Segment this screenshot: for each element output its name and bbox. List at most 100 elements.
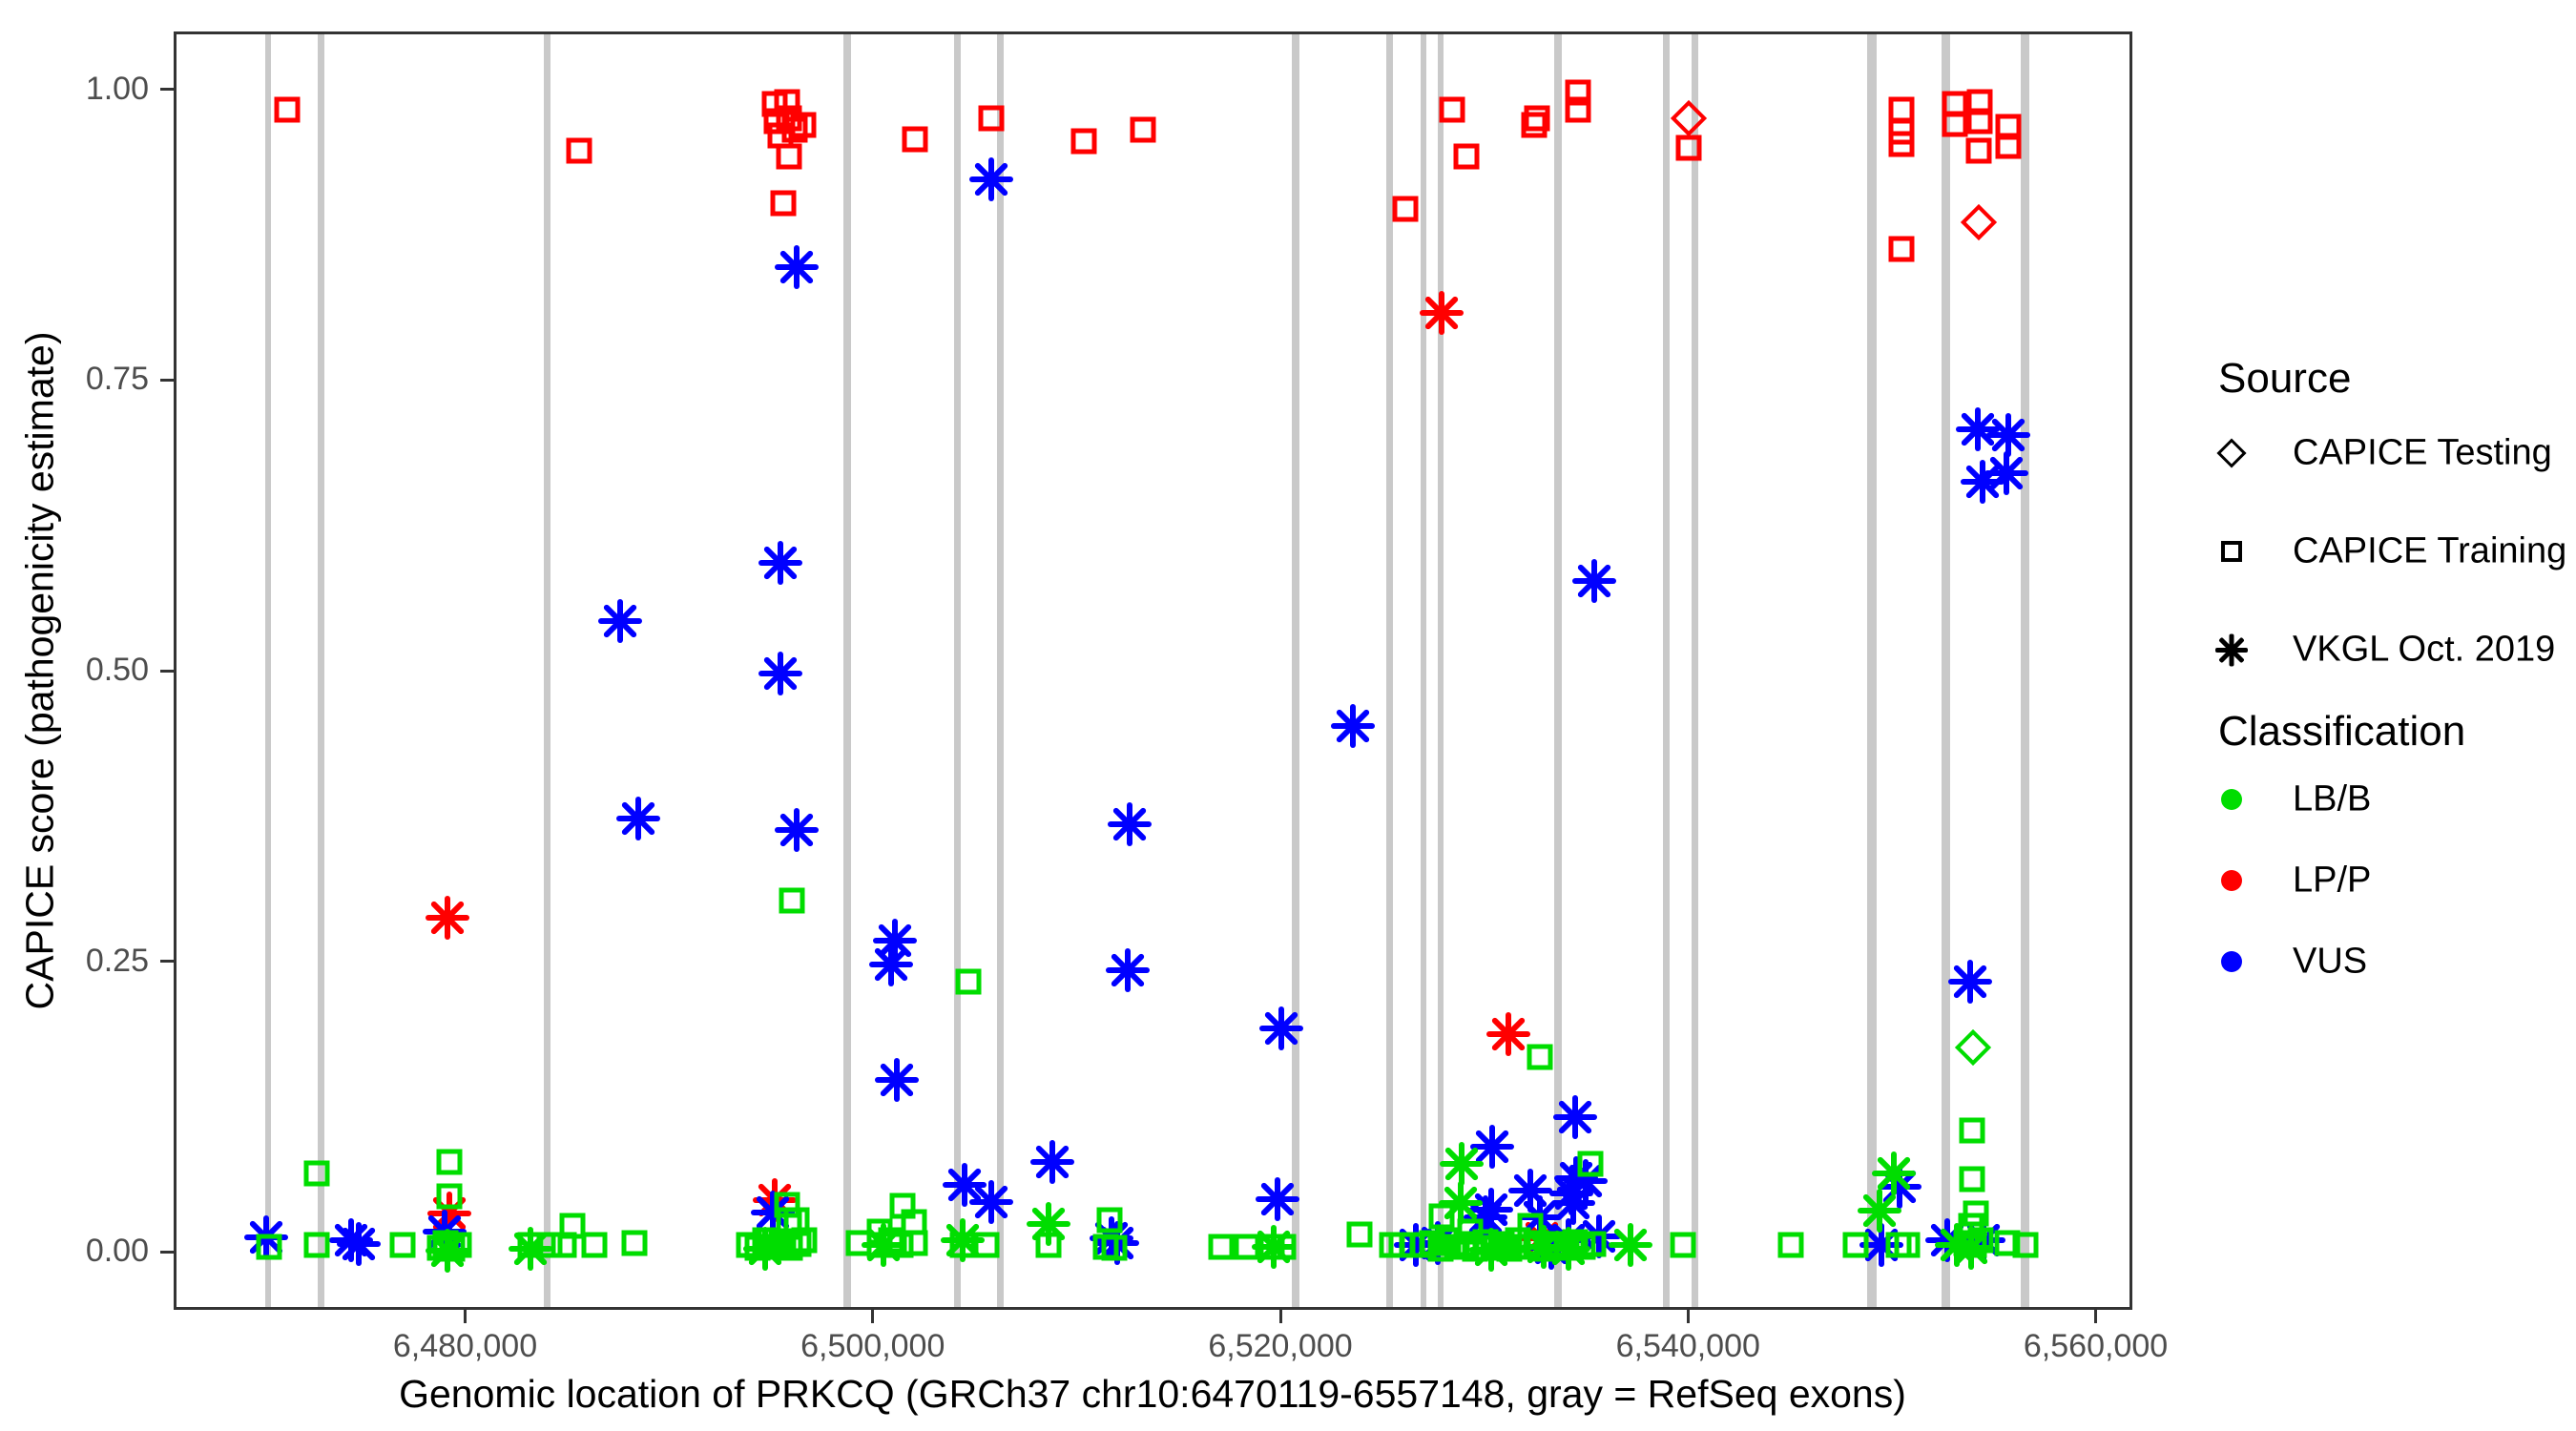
refseq-exon-bar xyxy=(1867,34,1878,1307)
asterisk-marker xyxy=(1507,1169,1552,1213)
data-point xyxy=(1948,959,1993,1004)
square-marker xyxy=(973,1232,1000,1258)
legend-classification-label: LP/P xyxy=(2293,860,2372,901)
x-tick-label: 6,480,000 xyxy=(392,1328,538,1364)
diamond-marker xyxy=(1670,99,1707,136)
data-point xyxy=(1965,137,1991,164)
data-point xyxy=(1331,703,1376,748)
square-marker xyxy=(1208,1234,1235,1260)
data-point xyxy=(2012,1232,2039,1258)
data-point xyxy=(559,1213,586,1239)
y-tick-label: 0.00 xyxy=(85,1233,149,1270)
data-point xyxy=(973,1232,1000,1258)
data-point xyxy=(1984,451,2029,496)
square-marker xyxy=(902,1230,928,1256)
y-tick-mark xyxy=(160,669,174,673)
data-point xyxy=(426,1229,470,1274)
legend-classification-label: VUS xyxy=(2293,941,2368,982)
data-point xyxy=(774,244,819,289)
color-dot-icon xyxy=(2221,951,2242,972)
square-marker xyxy=(1096,1207,1123,1234)
asterisk-marker xyxy=(1470,1124,1515,1169)
asterisk-marker xyxy=(1857,1188,1901,1233)
square-marker xyxy=(536,1232,563,1258)
asterisk-marker xyxy=(1877,1165,1922,1210)
data-point xyxy=(902,126,928,153)
data-point xyxy=(969,157,1014,202)
asterisk-marker xyxy=(1547,1227,1591,1271)
data-point xyxy=(597,599,642,644)
data-point xyxy=(770,190,797,217)
asterisk-marker xyxy=(1522,1224,1567,1269)
data-point xyxy=(303,1160,330,1187)
data-point xyxy=(436,1149,463,1175)
refseq-exon-bar xyxy=(1421,34,1427,1307)
square-marker xyxy=(1675,135,1702,161)
x-tick-mark xyxy=(1278,1310,1282,1323)
data-point xyxy=(1464,1195,1508,1240)
data-point xyxy=(1842,1232,1869,1258)
y-tick-label: 0.25 xyxy=(85,942,149,979)
data-point xyxy=(566,137,592,164)
data-point xyxy=(1130,116,1156,143)
data-point xyxy=(1949,1225,1994,1270)
square-marker xyxy=(256,1234,282,1260)
data-point xyxy=(621,1230,648,1256)
data-point xyxy=(774,808,819,853)
square-marker xyxy=(1670,1232,1696,1258)
y-tick-mark xyxy=(160,88,174,92)
data-point xyxy=(873,919,918,964)
data-point xyxy=(1485,1011,1530,1056)
refseq-exon-bar xyxy=(1692,34,1699,1307)
data-point xyxy=(1255,1176,1299,1221)
data-point xyxy=(1859,1223,1903,1268)
square-marker xyxy=(1527,1044,1553,1070)
asterisk-marker xyxy=(1550,1181,1595,1226)
square-marker xyxy=(1966,108,1993,135)
data-point xyxy=(969,1180,1014,1225)
data-point xyxy=(1995,133,2022,159)
refseq-exon-bar xyxy=(996,34,1004,1307)
legend-classification-label: LB/B xyxy=(2293,778,2372,819)
data-point xyxy=(862,1223,906,1268)
square-marker xyxy=(1995,133,2022,159)
data-point xyxy=(509,1227,553,1271)
data-point xyxy=(1524,105,1550,132)
square-marker xyxy=(1994,1230,2021,1256)
data-point xyxy=(436,1183,463,1210)
square-icon xyxy=(2221,541,2242,562)
square-marker xyxy=(1888,236,1915,262)
x-tick-label: 6,520,000 xyxy=(1208,1328,1353,1364)
asterisk-marker xyxy=(1331,703,1376,748)
asterisk-marker xyxy=(1571,558,1616,603)
data-point xyxy=(1670,99,1707,136)
square-marker xyxy=(559,1213,586,1239)
asterisk-marker xyxy=(1258,1006,1303,1050)
data-point xyxy=(1960,204,1997,241)
square-marker xyxy=(1995,114,2022,140)
data-point xyxy=(874,1058,919,1103)
data-point xyxy=(1877,1165,1922,1210)
square-marker xyxy=(1453,143,1480,170)
square-marker xyxy=(1959,1117,1985,1144)
data-point xyxy=(783,1207,810,1234)
x-tick-label: 6,560,000 xyxy=(2023,1328,2169,1364)
square-marker xyxy=(785,1231,812,1257)
data-point xyxy=(1994,1230,2021,1256)
square-marker xyxy=(955,968,982,995)
data-point xyxy=(1955,1029,1992,1067)
data-point xyxy=(743,1227,788,1271)
data-point xyxy=(1888,236,1915,262)
data-point xyxy=(303,1232,330,1258)
asterisk-marker xyxy=(862,1223,906,1268)
square-marker xyxy=(1346,1221,1373,1248)
legend-source-label: VKGL Oct. 2019 xyxy=(2293,629,2556,670)
refseq-exon-bar xyxy=(1385,34,1393,1307)
refseq-exon-bar xyxy=(842,34,851,1307)
x-tick-mark xyxy=(871,1310,875,1323)
asterisk-marker xyxy=(1948,959,1993,1004)
data-point xyxy=(1966,108,1993,135)
x-axis-title: Genomic location of PRKCQ (GRCh37 chr10:… xyxy=(399,1372,1906,1416)
data-point xyxy=(1995,114,2022,140)
asterisk-marker xyxy=(1029,1139,1074,1184)
